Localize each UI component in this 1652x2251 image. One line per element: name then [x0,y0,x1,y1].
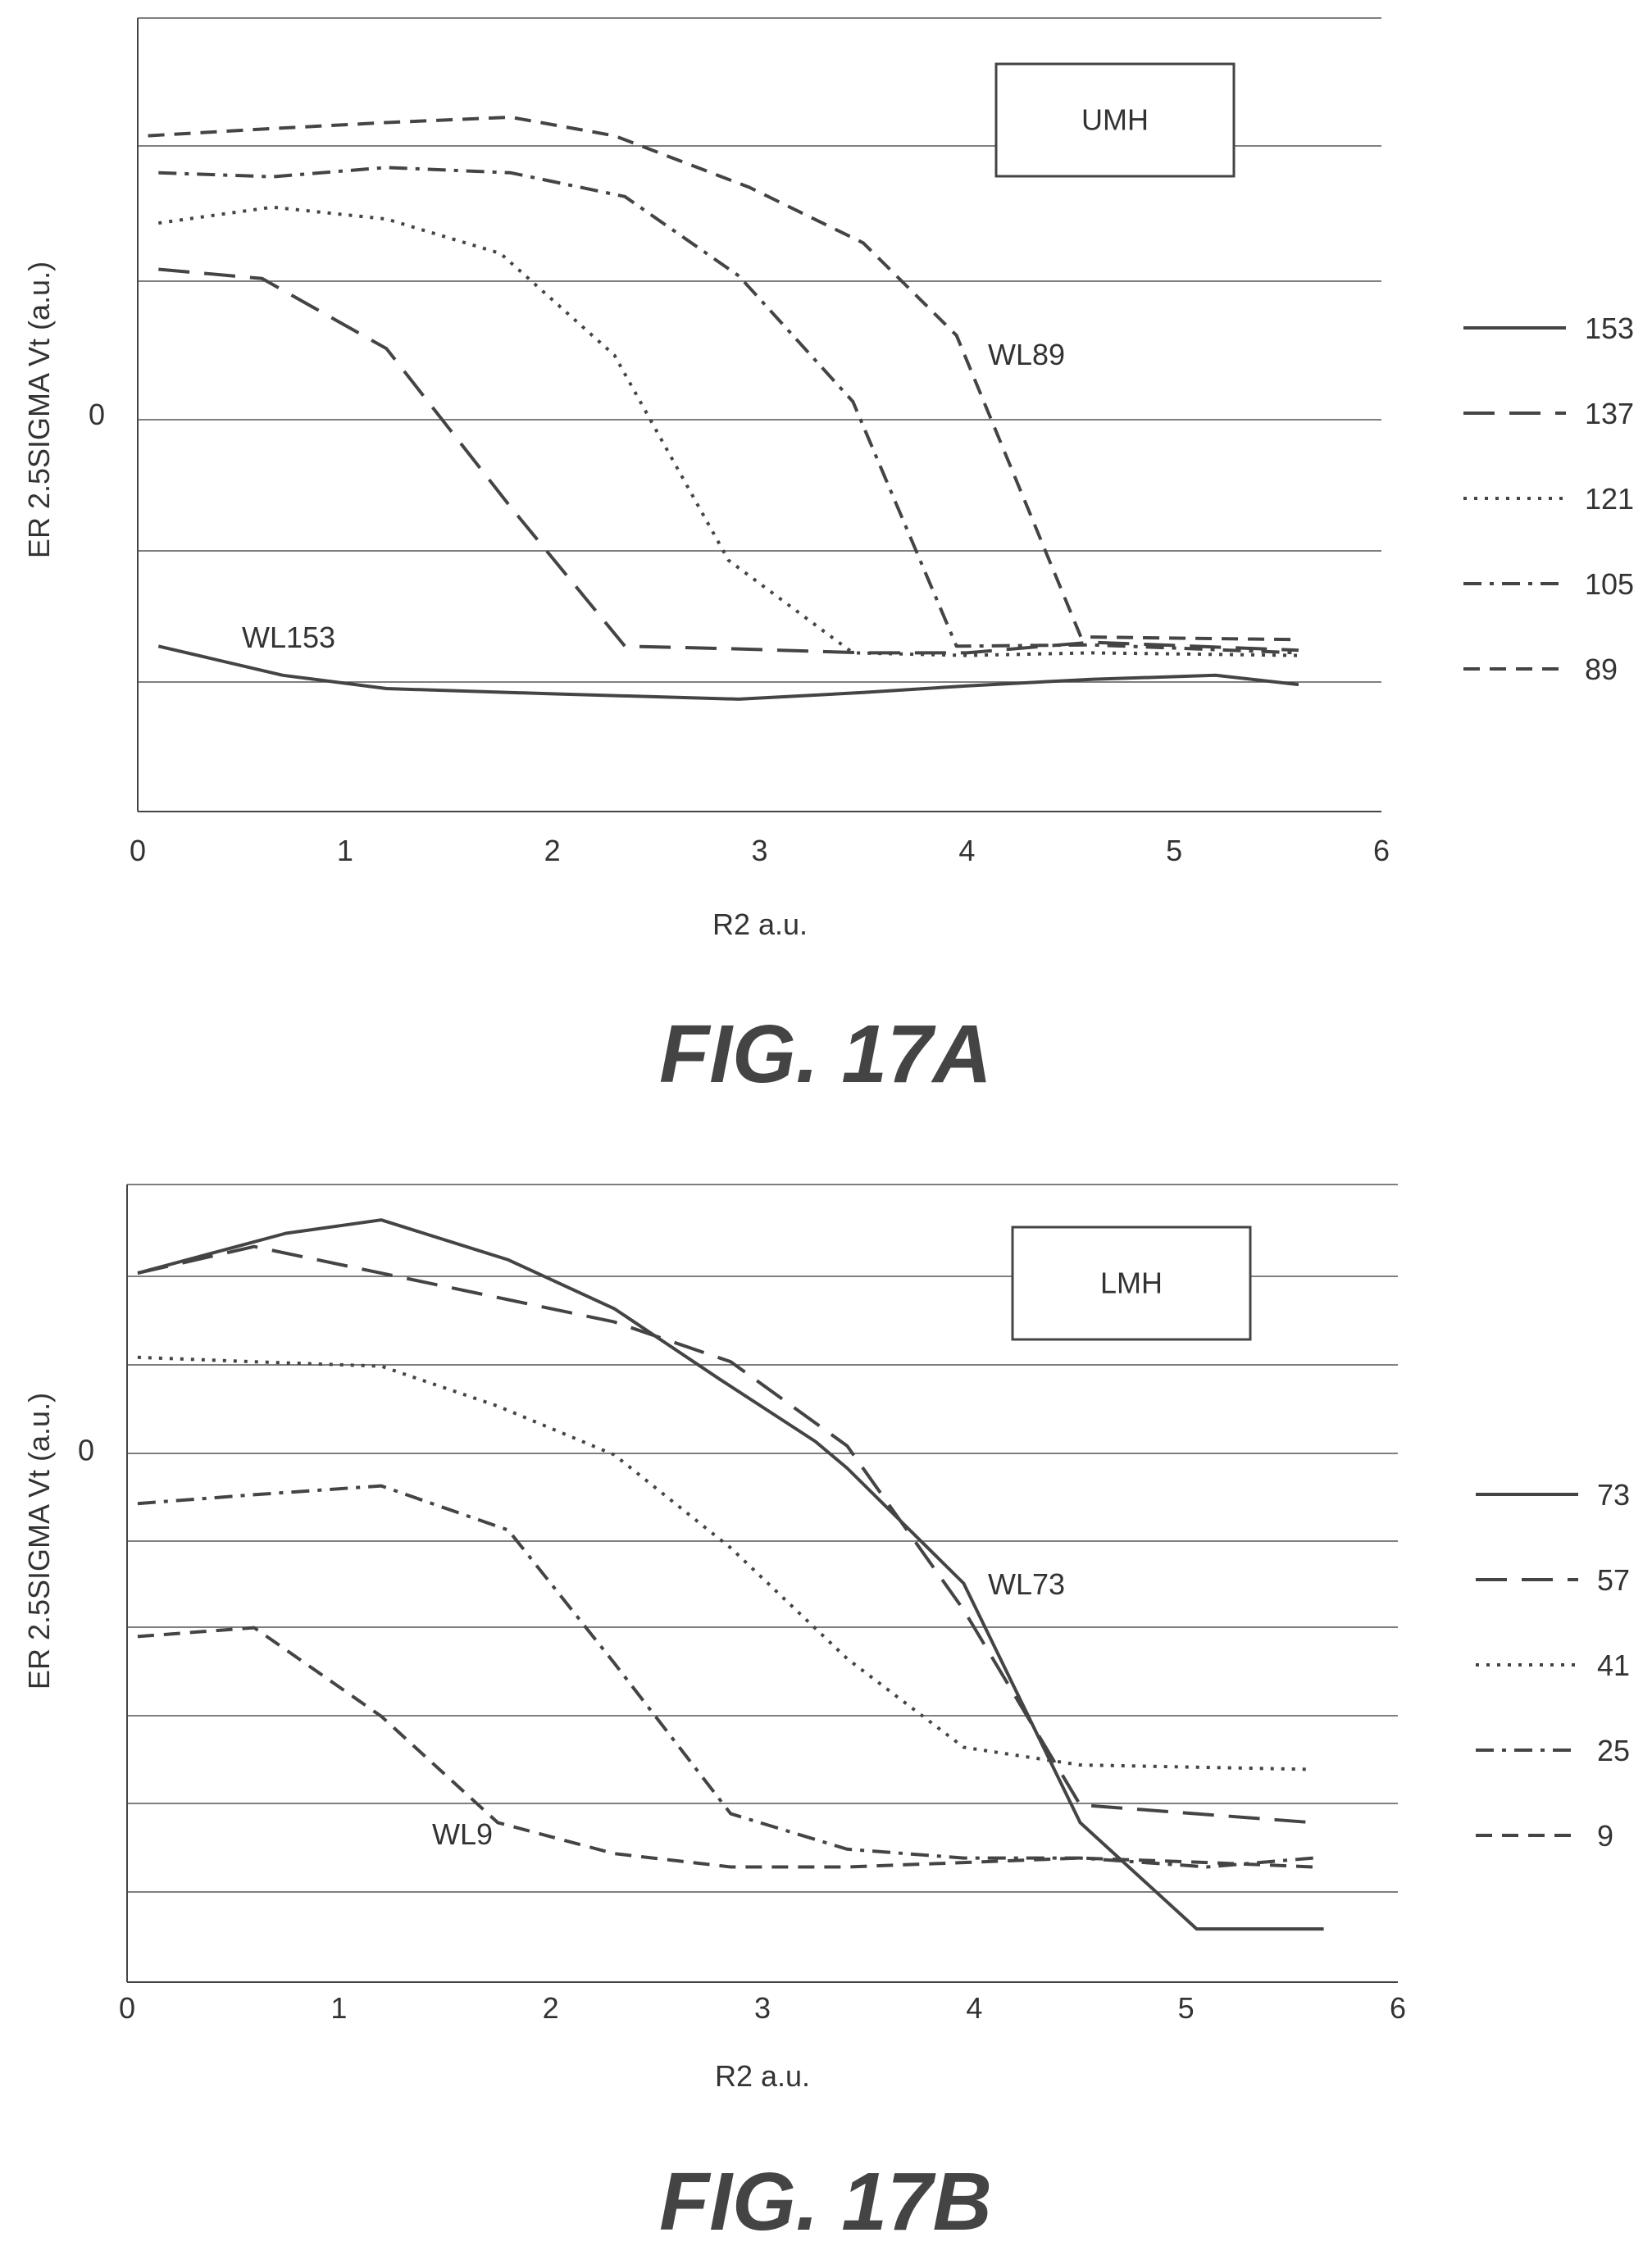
mode-box [1011,1226,1252,1341]
series-line-41 [137,1355,1313,1771]
legend-label-153: 153 [1585,312,1634,345]
x-tick-label: 4 [958,834,975,867]
chart-17a: 0 1 2 3 4 5 6 0 R2 a.u. ER 2.5SIGMA Vt (a.u.) UMH 1… [22,17,1634,1100]
mode-box-label: LMH [1100,1266,1163,1300]
legend-label-41: 41 [1597,1648,1630,1682]
legend-label-25: 25 [1597,1734,1630,1767]
series-line-25 [137,1484,1313,1869]
chart-17b: 0 1 2 3 4 5 6 0 R2 a.u. ER 2.5SIGMA Vt (a.u.) LMH 7… [22,1184,1630,2248]
mode-box-label: UMH [1081,103,1149,137]
legend-label-9: 9 [1597,1819,1613,1853]
x-tick-label: 1 [337,834,353,867]
x-axis-label: R2 a.u. [712,907,808,941]
figure-caption: FIG. 17B [659,2156,992,2248]
series-line-73 [137,1218,1324,1931]
legend-label-121: 121 [1585,482,1634,516]
x-axis-label: R2 a.u. [715,2059,810,2093]
annotation-wl73: WL73 [988,1567,1065,1601]
series-line-137 [158,267,1299,655]
x-tick-label: 1 [330,1991,347,2025]
annotation-wl89: WL89 [988,338,1065,371]
annotation-wl153: WL153 [242,621,335,654]
legend-label-89: 89 [1585,653,1618,686]
legend-label-105: 105 [1585,567,1634,601]
y-tick-label: 0 [78,1433,94,1467]
x-tick-label: 6 [1373,834,1390,867]
series-line-89 [148,116,1299,642]
x-tick-label: 5 [1178,1991,1195,2025]
x-tick-label: 4 [966,1991,982,2025]
x-tick-label: 3 [751,834,767,867]
y-tick-label: 0 [89,398,105,431]
x-tick-label: 0 [130,834,146,867]
annotation-wl9: WL9 [432,1817,493,1851]
series-line-57 [137,1244,1313,1825]
y-axis-label: ER 2.5SIGMA Vt (a.u.) [22,261,56,558]
y-axis-label: ER 2.5SIGMA Vt (a.u.) [22,1393,56,1689]
series-line-105 [158,166,1299,655]
mode-box [994,62,1236,178]
x-tick-label: 5 [1166,834,1182,867]
series-line-9 [137,1626,1313,1869]
x-tick-label: 3 [754,1991,771,2025]
series-line-153 [157,644,1299,701]
x-tick-label: 2 [544,834,561,867]
x-tick-label: 0 [119,1991,135,2025]
legend-label-73: 73 [1597,1478,1630,1512]
x-tick-label: 2 [543,1991,559,2025]
series-line-121 [158,205,1299,657]
legend-label-57: 57 [1597,1563,1630,1597]
legend-label-137: 137 [1585,397,1634,430]
figure-caption: FIG. 17A [659,1008,992,1100]
x-tick-label: 6 [1390,1991,1406,2025]
